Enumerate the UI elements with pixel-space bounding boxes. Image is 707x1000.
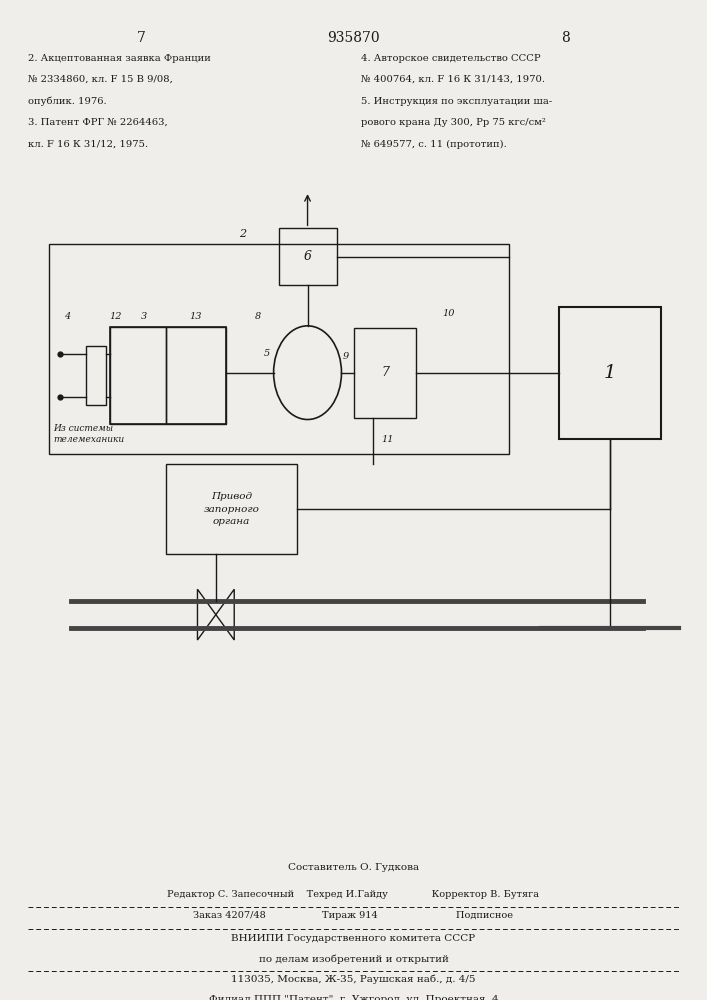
Text: 2. Акцептованная заявка Франции: 2. Акцептованная заявка Франции xyxy=(28,54,211,63)
Text: 1: 1 xyxy=(604,364,616,382)
Bar xyxy=(166,464,297,554)
Bar xyxy=(49,244,509,454)
Text: 8: 8 xyxy=(561,31,570,45)
Text: 113035, Москва, Ж-35, Раушская наб., д. 4/5: 113035, Москва, Ж-35, Раушская наб., д. … xyxy=(231,975,476,984)
Text: ВНИИПИ Государственного комитета СССР: ВНИИПИ Государственного комитета СССР xyxy=(231,934,476,943)
Text: по делам изобретений и открытий: по делам изобретений и открытий xyxy=(259,954,448,964)
Text: 9: 9 xyxy=(343,352,349,361)
Text: 5: 5 xyxy=(264,349,270,358)
Text: Заказ 4207/48                  Тираж 914                         Подписное: Заказ 4207/48 Тираж 914 Подписное xyxy=(194,911,513,920)
Text: кл. F 16 К 31/12, 1975.: кл. F 16 К 31/12, 1975. xyxy=(28,140,148,149)
Text: 11: 11 xyxy=(381,435,394,444)
Text: 3: 3 xyxy=(141,312,147,321)
Bar xyxy=(110,327,165,424)
Text: 5. Инструкция по эксплуатации ша-: 5. Инструкция по эксплуатации ша- xyxy=(361,97,552,106)
Text: 935870: 935870 xyxy=(327,31,380,45)
Text: 8: 8 xyxy=(255,312,261,321)
Text: 4: 4 xyxy=(64,312,70,321)
Text: Редактор С. Запесочный    Техред И.Гайду              Корректор В. Бутяга: Редактор С. Запесочный Техред И.Гайду Ко… xyxy=(168,890,539,899)
Bar xyxy=(279,228,337,285)
Text: № 649577, с. 11 (прототип).: № 649577, с. 11 (прототип). xyxy=(361,140,506,149)
Text: № 400764, кл. F 16 К 31/143, 1970.: № 400764, кл. F 16 К 31/143, 1970. xyxy=(361,75,544,84)
Text: 3. Патент ФРГ № 2264463,: 3. Патент ФРГ № 2264463, xyxy=(28,118,168,127)
Bar xyxy=(354,328,416,418)
Text: опублик. 1976.: опублик. 1976. xyxy=(28,97,107,106)
Text: Из системы
телемеханики: Из системы телемеханики xyxy=(53,424,124,444)
Text: 7: 7 xyxy=(381,366,390,379)
Bar xyxy=(86,346,106,405)
Bar xyxy=(165,327,226,424)
Text: 12: 12 xyxy=(110,312,122,321)
Text: рового крана Ду 300, Рр 75 кгс/см²: рового крана Ду 300, Рр 75 кгс/см² xyxy=(361,118,545,127)
Text: 2: 2 xyxy=(239,229,246,239)
Text: 13: 13 xyxy=(189,312,201,321)
Text: Привод
запорного
органа: Привод запорного органа xyxy=(204,492,259,526)
Text: Составитель О. Гудкова: Составитель О. Гудкова xyxy=(288,863,419,872)
Text: Филиал ППП "Патент", г. Ужгород, ул. Проектная, 4: Филиал ППП "Патент", г. Ужгород, ул. Про… xyxy=(209,995,498,1000)
Text: № 2334860, кл. F 15 В 9/08,: № 2334860, кл. F 15 В 9/08, xyxy=(28,75,173,84)
Bar xyxy=(559,307,661,439)
Text: 4. Авторское свидетельство СССР: 4. Авторское свидетельство СССР xyxy=(361,54,540,63)
Text: 6: 6 xyxy=(303,250,312,263)
Bar xyxy=(110,327,226,424)
Text: 10: 10 xyxy=(442,309,455,318)
Text: 7: 7 xyxy=(137,31,146,45)
